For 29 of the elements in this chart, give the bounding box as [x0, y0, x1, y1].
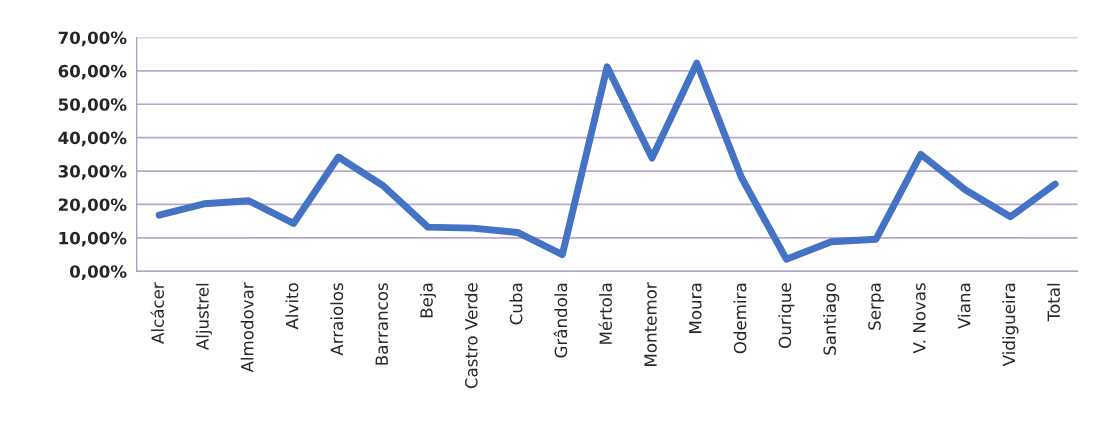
x-tick-label: Cuba — [509, 283, 523, 325]
x-tick-label: Barrancos — [375, 283, 388, 365]
x-tick-label: Almodovar — [240, 282, 254, 373]
x-tick-label: Mértola — [598, 283, 613, 344]
y-tick-label: 10,00% — [59, 231, 127, 247]
x-tick-label: Moura — [689, 283, 702, 333]
y-tick-label: 20,00% — [58, 198, 127, 214]
x-tick-label: Grândola — [553, 283, 568, 358]
x-tick-label: Alcácer — [150, 282, 164, 344]
y-tick-label: 70,00% — [58, 31, 127, 47]
y-tick-label: 0,00% — [70, 265, 127, 280]
x-tick-label: Aljustrel — [195, 283, 213, 350]
x-tick-label: Viana — [957, 283, 971, 329]
x-tick-label: Serpa — [868, 283, 885, 330]
x-tick-label: Santiago — [823, 283, 840, 355]
y-tick-label: 40,00% — [58, 131, 127, 147]
y-tick-label: 50,00% — [58, 98, 127, 113]
x-tick-label: Odemira — [733, 283, 747, 354]
x-tick-label: Total — [1047, 283, 1061, 322]
x-tick-label: Ourique — [778, 283, 795, 348]
y-tick-label: 60,00% — [58, 64, 127, 80]
x-tick-label: V. Novas — [913, 283, 926, 354]
x-tick-label: Montemor — [644, 282, 657, 366]
y-tick-label: 30,00% — [58, 165, 127, 180]
x-tick-label: Alvito — [285, 283, 299, 330]
x-tick-label: Vidigueira — [1002, 283, 1019, 367]
x-tick-label: Beja — [419, 283, 437, 318]
x-tick-label: Arraiolos — [330, 283, 344, 356]
x-tick-label: Castro Verde — [464, 283, 478, 389]
